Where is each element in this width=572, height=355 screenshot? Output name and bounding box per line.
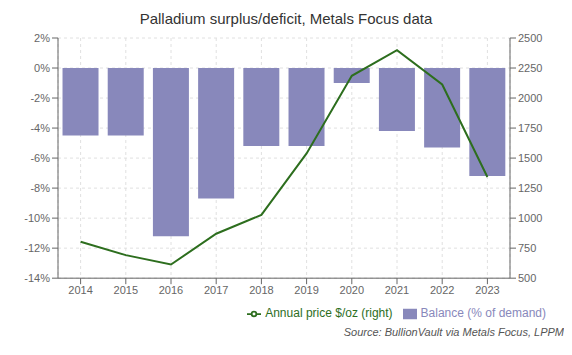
svg-text:1250: 1250 <box>518 182 542 194</box>
svg-text:1500: 1500 <box>518 152 542 164</box>
svg-text:-12%: -12% <box>24 242 50 254</box>
svg-text:2014: 2014 <box>68 284 92 296</box>
svg-text:2018: 2018 <box>249 284 273 296</box>
html-text:Palladium surplus/deficit, Met: Palladium surplus/deficit, Metals Focus … <box>139 10 433 27</box>
svg-text:2021: 2021 <box>385 284 409 296</box>
svg-text:-2%: -2% <box>30 92 50 104</box>
html-text:Source: BullionVault via Metal: Source: BullionVault via Metals Focus, L… <box>343 326 564 338</box>
svg-text:-10%: -10% <box>24 212 50 224</box>
svg-text:0%: 0% <box>34 62 50 74</box>
svg-text:2017: 2017 <box>204 284 228 296</box>
html-text:Balance (% of demand): Balance (% of demand) <box>420 306 546 321</box>
svg-text:2500: 2500 <box>518 32 542 44</box>
svg-text:500: 500 <box>518 272 536 284</box>
svg-text:2250: 2250 <box>518 62 542 74</box>
svg-text:2022: 2022 <box>430 284 454 296</box>
svg-text:-14%: -14% <box>24 272 50 284</box>
svg-text:2000: 2000 <box>518 92 542 104</box>
svg-text:2015: 2015 <box>114 284 138 296</box>
svg-text:2023: 2023 <box>475 284 499 296</box>
svg-text:2020: 2020 <box>340 284 364 296</box>
svg-text:2019: 2019 <box>294 284 318 296</box>
svg-text:-6%: -6% <box>30 152 50 164</box>
svg-text:2%: 2% <box>34 32 50 44</box>
svg-text:1000: 1000 <box>518 212 542 224</box>
svg-text:1750: 1750 <box>518 122 542 134</box>
svg-text:-8%: -8% <box>30 182 50 194</box>
svg-text:-4%: -4% <box>30 122 50 134</box>
html-text:Annual price $/oz (right): Annual price $/oz (right) <box>265 306 393 321</box>
svg-text:750: 750 <box>518 242 536 254</box>
svg-text:2016: 2016 <box>159 284 183 296</box>
